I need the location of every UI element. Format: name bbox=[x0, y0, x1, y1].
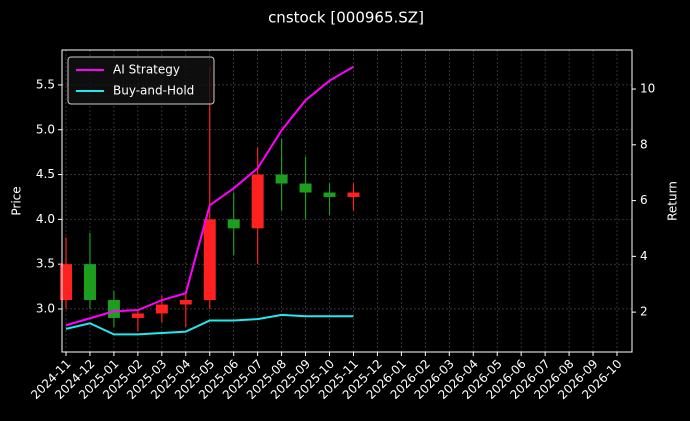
candle-body bbox=[131, 313, 144, 318]
legend-label: AI Strategy bbox=[113, 63, 180, 77]
candle-body bbox=[251, 174, 264, 229]
y-tick-label: 3.0 bbox=[36, 301, 55, 315]
candle-body bbox=[83, 264, 96, 301]
candle-body bbox=[179, 300, 192, 305]
y-tick-label: 4.5 bbox=[36, 167, 55, 181]
candle-body bbox=[203, 219, 216, 301]
y2-tick-label: 10 bbox=[640, 82, 655, 96]
y2-tick-label: 4 bbox=[640, 249, 648, 263]
legend-label: Buy-and-Hold bbox=[113, 84, 194, 98]
line-series bbox=[65, 313, 354, 336]
candle-body bbox=[323, 192, 336, 197]
candle-body bbox=[60, 264, 72, 301]
line-series bbox=[65, 65, 354, 327]
y-tick-label: 3.5 bbox=[36, 257, 55, 271]
y2-axis-label: Return bbox=[666, 181, 680, 221]
legend-box bbox=[67, 56, 215, 105]
plot-frame bbox=[61, 49, 633, 353]
candle-body bbox=[227, 219, 240, 229]
candle-body bbox=[275, 174, 288, 184]
y-tick-label: 4.0 bbox=[36, 212, 55, 226]
chart-title: cnstock [000965.SZ] bbox=[268, 9, 424, 27]
candle-body bbox=[107, 300, 120, 318]
candle-body bbox=[299, 183, 312, 193]
y-axis-label: Price bbox=[10, 186, 24, 215]
candle-body bbox=[347, 192, 360, 197]
y2-tick-label: 6 bbox=[640, 193, 648, 207]
y2-tick-label: 8 bbox=[640, 137, 648, 151]
y-tick-label: 5.0 bbox=[36, 122, 55, 136]
y-tick-label: 5.5 bbox=[36, 77, 55, 91]
y2-tick-label: 2 bbox=[640, 305, 648, 319]
candle-body bbox=[155, 304, 168, 314]
